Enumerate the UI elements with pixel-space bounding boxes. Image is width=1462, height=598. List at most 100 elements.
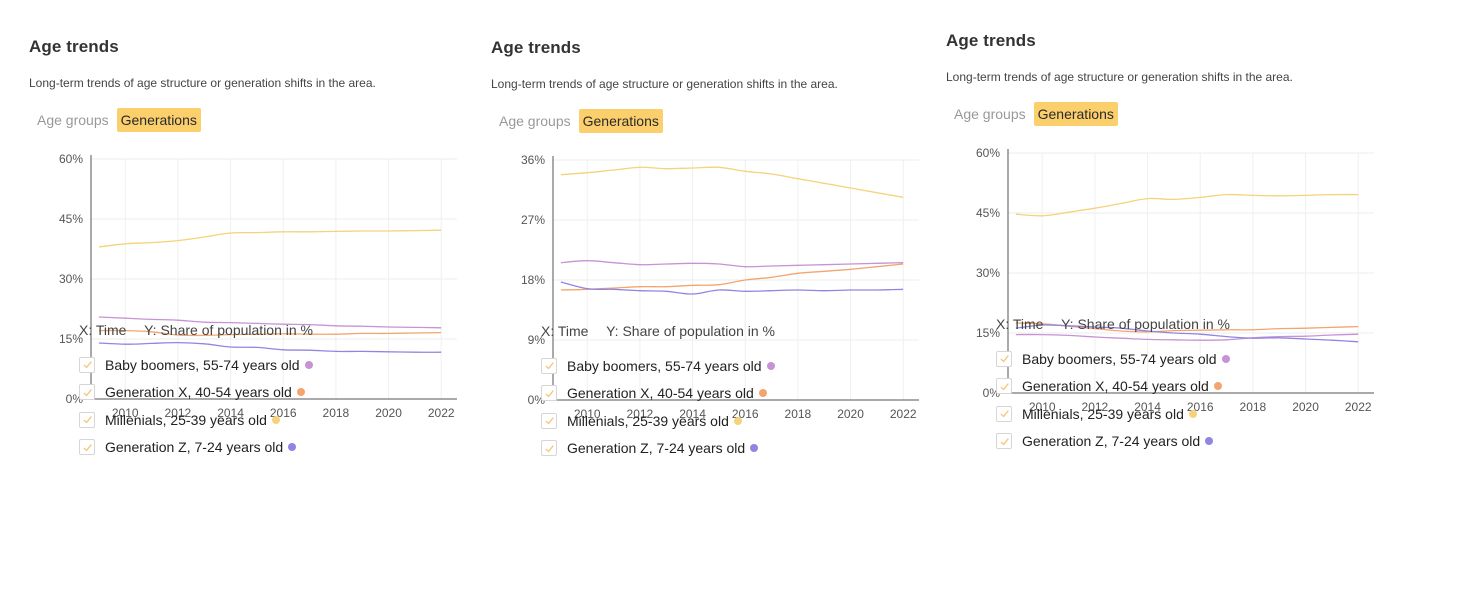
series-line [98,316,442,329]
y-tick-label: 0% [66,392,84,406]
x-tick-label: 2022 [428,406,455,420]
check-icon [999,355,1009,363]
legend-item-millenials[interactable]: Millenials, 25-39 years old [79,406,313,434]
x-tick-label: 2020 [375,406,402,420]
legend-item-baby-boomers[interactable]: Baby boomers, 55-74 years old [79,351,313,379]
legend-label: Generation Z, 7-24 years old [567,440,746,457]
line-chart: 0%15%30%45%60%2010 2012 2014 2016 2018 2020 20… [976,146,1374,414]
y-tick-label: 27% [521,213,545,227]
check-icon [544,444,554,453]
legend-color-dot [1205,437,1214,446]
x-tick-label: 2018 [323,406,350,420]
legend-item-generation-z[interactable]: Generation Z, 7-24 years old [79,434,313,462]
x-tick-label: 2020 [837,407,864,421]
series-line [560,260,904,268]
tab-generations[interactable]: Generations [578,109,663,133]
checkbox[interactable] [996,405,1012,422]
legend-label: Millenials, 25-39 years old [1022,405,1184,422]
x-tick-label: 2020 [1292,400,1319,414]
y-tick-label: 36% [521,153,545,167]
legend-item-baby-boomers[interactable]: Baby boomers, 55-74 years old [541,352,775,380]
x-tick-label: 2012 [627,407,654,421]
tab-age-groups[interactable]: Age groups [950,102,1030,126]
x-axis-caption: X: Time [541,323,589,339]
checkbox[interactable] [79,439,95,456]
legend: Baby boomers, 55-74 years old Generation… [79,351,313,461]
y-tick-label: 0% [983,386,1001,400]
checkbox[interactable] [541,357,557,374]
x-tick-label: 2014 [1134,400,1161,414]
series-line [98,229,442,248]
y-axis-caption: Y: Share of population in % [1061,316,1231,332]
panel-description: Long-term trends of age structure or gen… [946,70,1293,84]
y-axis-caption: Y: Share of population in % [144,322,314,338]
age-trends-panel-3: Age trends Long-term trends of age struc… [946,31,1386,591]
legend-color-dot [1221,354,1230,363]
check-icon [999,382,1009,391]
y-tick-label: 9% [528,333,546,347]
legend-item-generation-x[interactable]: Generation X, 40-54 years old [541,380,775,408]
axis-caption: X: Time Y: Share of population in % [541,323,789,339]
x-axis-caption: X: Time [996,316,1044,332]
legend-label: Generation X, 40-54 years old [567,385,754,402]
legend-item-baby-boomers[interactable]: Baby boomers, 55-74 years old [996,345,1230,373]
x-tick-label: 2018 [785,407,812,421]
view-tabs: Age groups Generations [950,102,1118,126]
legend-color-dot [1213,382,1222,391]
checkbox[interactable] [541,385,557,402]
age-trends-panel-1: Age trends Long-term trends of age struc… [29,37,469,597]
legend: Baby boomers, 55-74 years old Generation… [996,345,1230,455]
legend-label: Baby boomers, 55-74 years old [567,357,762,374]
grid [91,158,457,400]
x-tick-label: 2014 [679,407,706,421]
tab-age-groups[interactable]: Age groups [495,109,575,133]
checkbox[interactable] [996,350,1012,367]
checkbox[interactable] [996,433,1012,450]
checkbox[interactable] [996,378,1012,395]
check-icon [999,410,1009,418]
tab-age-groups[interactable]: Age groups [33,108,113,132]
check-icon [544,389,554,398]
series-line [98,329,442,337]
legend-color-dot [304,360,313,369]
legend-color-dot [271,415,280,424]
x-tick-label: 2010 [574,407,601,421]
series-line [1015,324,1359,343]
series-line [560,263,904,291]
checkbox[interactable] [541,412,557,429]
tab-generations[interactable]: Generations [1033,102,1118,126]
legend-item-millenials[interactable]: Millenials, 25-39 years old [996,400,1230,428]
checkbox[interactable] [79,356,95,373]
legend-item-generation-z[interactable]: Generation Z, 7-24 years old [996,428,1230,456]
legend-label: Millenials, 25-39 years old [105,411,267,428]
y-tick-label: 45% [59,212,83,226]
x-tick-label: 2018 [1240,400,1267,414]
view-tabs: Age groups Generations [33,108,201,132]
legend-item-generation-z[interactable]: Generation Z, 7-24 years old [541,435,775,463]
legend-item-generation-x[interactable]: Generation X, 40-54 years old [79,379,313,407]
y-tick-label: 30% [976,266,1000,280]
check-icon [544,362,554,370]
x-tick-label: 2014 [217,406,244,420]
legend-label: Generation X, 40-54 years old [105,384,292,401]
y-tick-label: 60% [976,146,1000,160]
y-tick-label: 15% [976,326,1000,340]
tab-generations[interactable]: Generations [116,108,201,132]
checkbox[interactable] [541,440,557,457]
checkbox[interactable] [79,384,95,401]
checkbox[interactable] [79,411,95,428]
legend-label: Generation Z, 7-24 years old [1022,433,1201,450]
line-chart: 0%9%18%27%36%2010 2012 2014 2016 2018 2020 202… [521,153,919,421]
legend-color-dot [1188,409,1197,418]
x-tick-label: 2010 [1029,400,1056,414]
series-line [98,341,442,353]
x-tick-label: 2022 [1345,400,1372,414]
axis-caption: X: Time Y: Share of population in % [996,316,1244,332]
legend-item-generation-x[interactable]: Generation X, 40-54 years old [996,373,1230,401]
panel-description: Long-term trends of age structure or gen… [491,77,838,91]
age-trends-panel-2: Age trends Long-term trends of age struc… [491,38,931,598]
check-icon [82,416,92,424]
y-tick-label: 60% [59,152,83,166]
legend-item-millenials[interactable]: Millenials, 25-39 years old [541,407,775,435]
y-tick-label: 15% [59,332,83,346]
